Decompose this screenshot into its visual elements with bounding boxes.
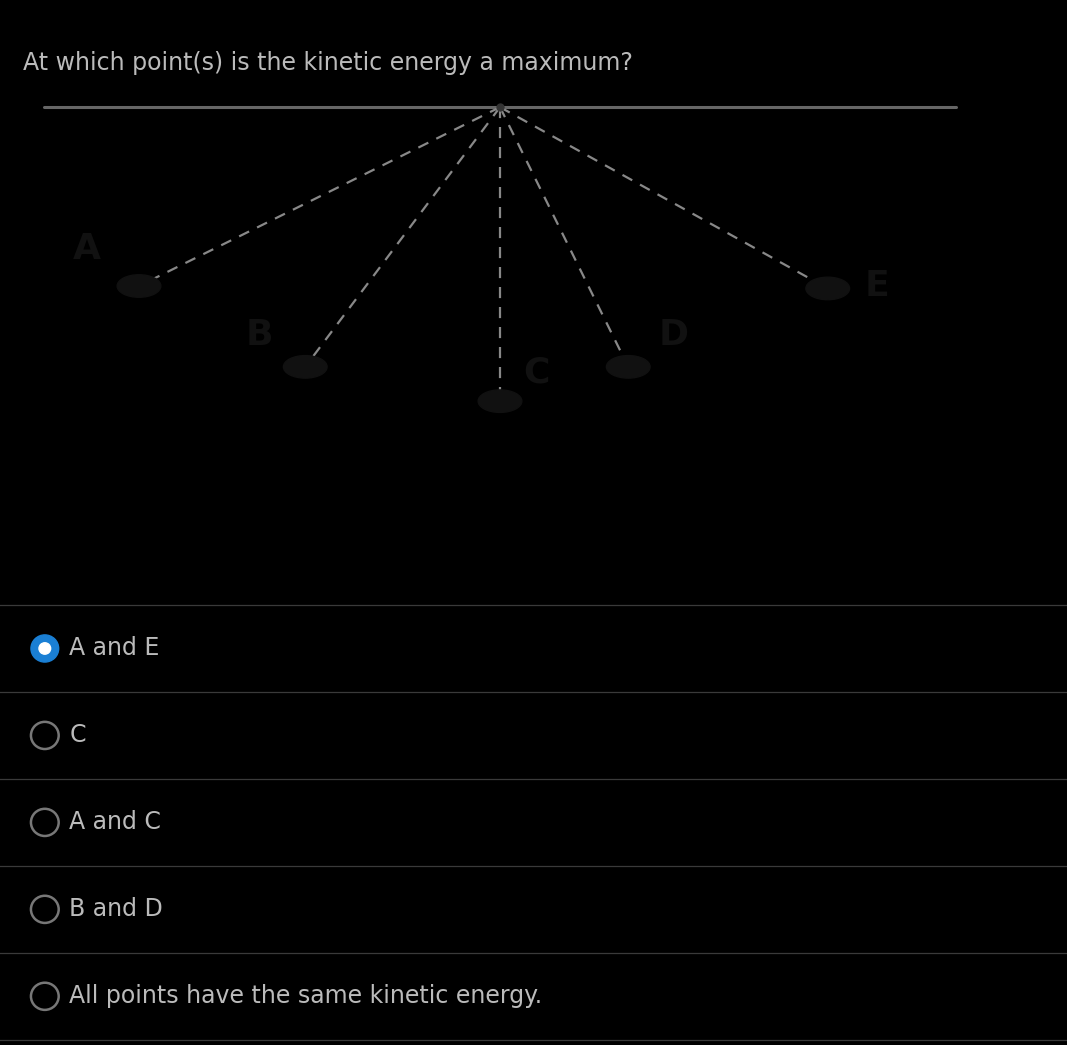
Circle shape (478, 390, 522, 413)
Circle shape (606, 355, 650, 378)
Text: E: E (864, 269, 890, 303)
Text: B and D: B and D (69, 898, 163, 922)
Text: C: C (523, 355, 550, 390)
Circle shape (117, 275, 161, 297)
Circle shape (806, 277, 849, 300)
Text: D: D (658, 318, 689, 352)
Text: A and C: A and C (69, 810, 161, 834)
Text: At which point(s) is the kinetic energy a maximum?: At which point(s) is the kinetic energy … (23, 51, 634, 75)
Text: C: C (69, 723, 85, 747)
Text: B: B (245, 318, 273, 352)
Text: A: A (73, 232, 100, 266)
Text: All points have the same kinetic energy.: All points have the same kinetic energy. (69, 984, 542, 1008)
Text: A and E: A and E (69, 636, 160, 660)
Circle shape (284, 355, 328, 378)
